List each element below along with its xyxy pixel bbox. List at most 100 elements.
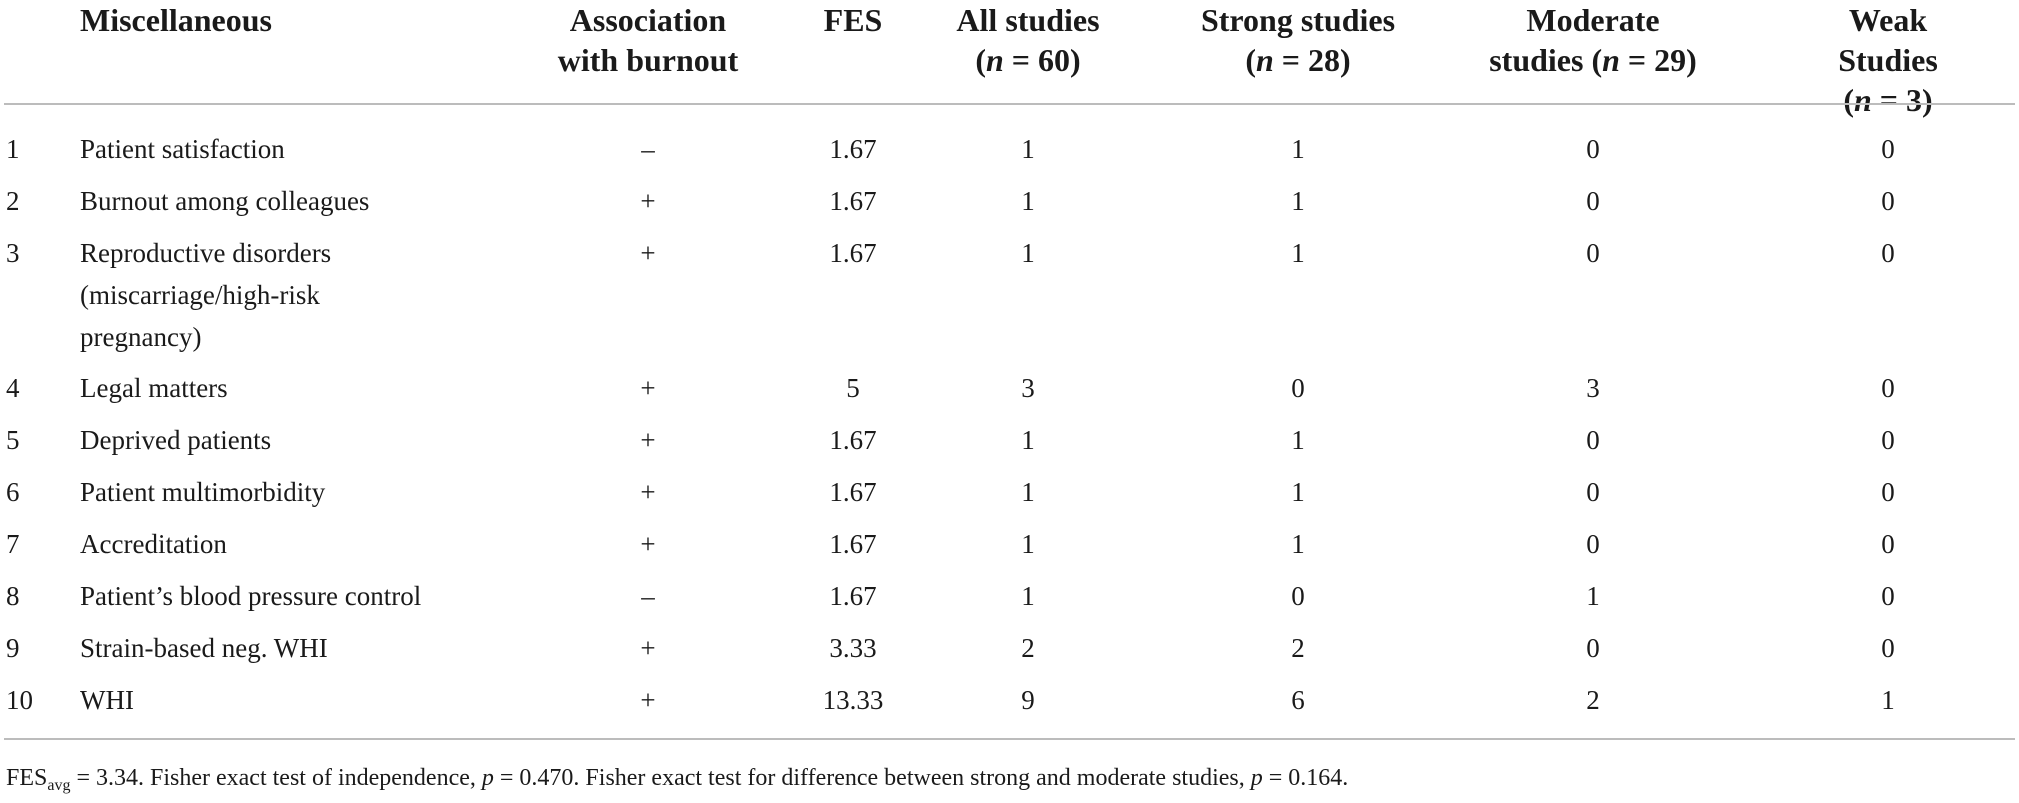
row-weak: 0 [1881,186,1895,216]
row-number: 9 [6,633,20,663]
header-weak-n-symbol: n [1853,82,1872,118]
row-weak: 0 [1881,477,1895,507]
row-association: – [641,581,655,611]
row-moderate: 0 [1586,529,1600,559]
header-association-line1: Association [569,2,727,38]
table-header: Miscellaneous Association with burnout F… [0,0,2019,118]
row-fes: 1.67 [829,529,877,559]
row-association: + [640,633,656,663]
row-fes: 13.33 [822,685,884,715]
header-fes-label: FES [823,2,883,38]
row-number: 2 [6,186,20,216]
header-weak-line1: Weak Studies [1838,2,1938,78]
row-fes: 1.67 [829,186,877,216]
row-all: 1 [1021,134,1035,164]
footnote-p-1: p [481,765,494,791]
row-strong: 1 [1291,477,1305,507]
row-moderate: 0 [1586,477,1600,507]
row-strong: 1 [1291,529,1305,559]
row-all: 1 [1021,238,1035,268]
row-strong: 1 [1291,238,1305,268]
header-rule [4,103,2015,105]
table-footnote: FESavg = 3.34. Fisher exact test of inde… [6,761,1348,803]
row-moderate: 0 [1586,238,1600,268]
row-moderate: 2 [1586,685,1600,715]
row-all: 9 [1021,685,1035,715]
row-strong: 6 [1291,685,1305,715]
header-strong-line2: (n = 28) [1245,42,1351,78]
row-all: 2 [1021,633,1035,663]
footnote-text-1: = 3.34. Fisher exact test of independenc… [70,765,482,791]
header-all-n: 60 [1038,42,1071,78]
header-moderate-n-symbol: n [1602,42,1620,78]
row-weak: 0 [1881,238,1895,268]
footnote-fes: FES [6,765,48,791]
row-label: Patient’s blood pressure control [80,581,422,611]
row-association: + [640,477,656,507]
row-label: Burnout among colleagues [80,186,370,216]
row-all: 1 [1021,581,1035,611]
row-moderate: 0 [1586,134,1600,164]
row-number: 3 [6,238,20,268]
row-label: Patient multimorbidity [80,477,326,507]
row-association: – [641,134,655,164]
footnote-p-2: p [1250,765,1263,791]
row-association: + [640,373,656,403]
row-label: Strain-based neg. WHI [80,633,328,663]
row-number: 4 [6,373,20,403]
header-moderate-line2: studies (n = 29) [1489,42,1697,78]
header-all-line2: (n = 60) [975,42,1081,78]
header-strong-n-symbol: n [1255,42,1274,78]
row-strong: 0 [1291,581,1305,611]
header-moderate-n: 29 [1654,42,1687,78]
row-all: 1 [1021,477,1035,507]
bottom-rule [4,738,2015,740]
header-all-eq: = [1003,42,1039,78]
row-strong: 1 [1291,186,1305,216]
header-all-studies: All studies (n = 60) [956,0,1099,80]
row-number: 7 [6,529,20,559]
row-all: 1 [1021,425,1035,455]
row-fes: 3.33 [829,633,877,663]
row-number: 1 [6,134,20,164]
footnote-avg-subscript: avg [47,777,71,794]
row-number: 10 [6,685,33,715]
row-fes: 1.67 [829,238,877,268]
row-fes: 1.67 [829,477,877,507]
row-strong: 1 [1291,134,1305,164]
header-strong-eq: = [1273,42,1309,78]
header-moderate-line1: Moderate [1526,2,1660,38]
footnote-text-3: = 0.164. [1262,765,1349,791]
row-weak: 0 [1881,529,1895,559]
header-strong-line1: Strong studies [1200,2,1396,38]
row-association: + [640,425,656,455]
header-moderate-eq: = [1619,42,1655,78]
header-strong-n: 28 [1308,42,1341,78]
row-strong: 0 [1291,373,1305,403]
row-number: 8 [6,581,20,611]
header-weak-n: 3 [1906,82,1923,118]
row-label: Legal matters [80,373,228,403]
row-fes: 5 [846,373,860,403]
row-number: 5 [6,425,20,455]
row-strong: 1 [1291,425,1305,455]
header-all-line1: All studies [956,2,1100,38]
row-number: 6 [6,477,20,507]
row-moderate: 0 [1586,186,1600,216]
header-association: Association with burnout [558,0,739,80]
row-fes: 1.67 [829,425,877,455]
row-association: + [640,685,656,715]
header-weak-line2: (n = 3) [1843,82,1933,118]
row-weak: 0 [1881,425,1895,455]
header-association-line2: with burnout [557,42,739,78]
row-moderate: 3 [1586,373,1600,403]
row-all: 1 [1021,529,1035,559]
row-weak: 1 [1881,685,1895,715]
row-moderate: 0 [1586,425,1600,455]
row-all: 1 [1021,186,1035,216]
header-miscellaneous: Miscellaneous [80,0,272,40]
row-weak: 0 [1881,373,1895,403]
row-label: Deprived patients [80,425,272,455]
row-moderate: 1 [1586,581,1600,611]
